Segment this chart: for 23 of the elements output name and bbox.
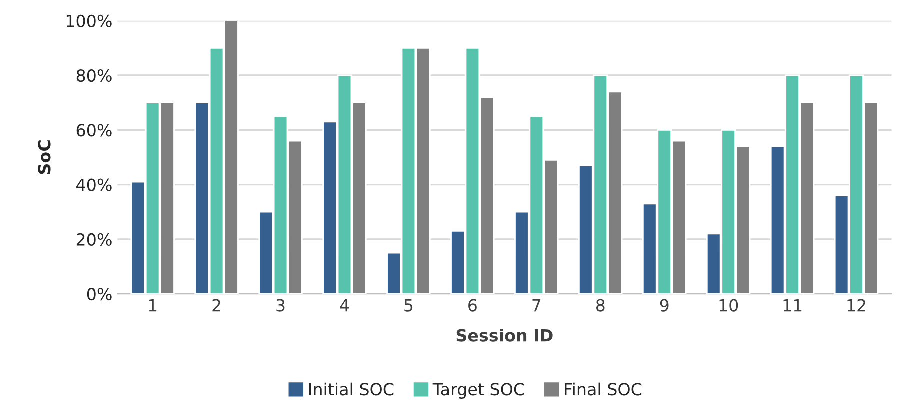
x-tick-label: 4: [340, 299, 350, 312]
legend-label: Target SOC: [432, 383, 524, 399]
x-tick-label: 11: [784, 299, 802, 312]
x-tick-label: 3: [276, 299, 285, 312]
x-axis-title: Session ID: [456, 328, 553, 342]
x-tick-label: 6: [468, 299, 477, 312]
y-tick-label: 80%: [76, 69, 112, 82]
x-tick-label: 7: [532, 299, 541, 312]
x-tick-label: 5: [404, 299, 413, 312]
y-tick-label: 60%: [76, 124, 112, 137]
x-tick-label: 1: [149, 299, 157, 312]
y-axis-title: SoC: [38, 140, 51, 174]
y-tick-label: 40%: [76, 178, 112, 192]
x-tick-label: 8: [596, 299, 605, 312]
y-tick-label: 20%: [76, 233, 112, 246]
x-tick-label: 9: [660, 299, 669, 312]
legend-label: Final SOC: [565, 382, 642, 396]
y-tick-label: 100%: [66, 14, 112, 28]
legend-label: Initial SOC: [309, 382, 394, 396]
y-tick-label: 0%: [87, 288, 112, 301]
x-tick-label: 12: [848, 299, 866, 312]
x-tick-label: 2: [212, 299, 220, 312]
x-tick-label: 10: [720, 299, 738, 312]
